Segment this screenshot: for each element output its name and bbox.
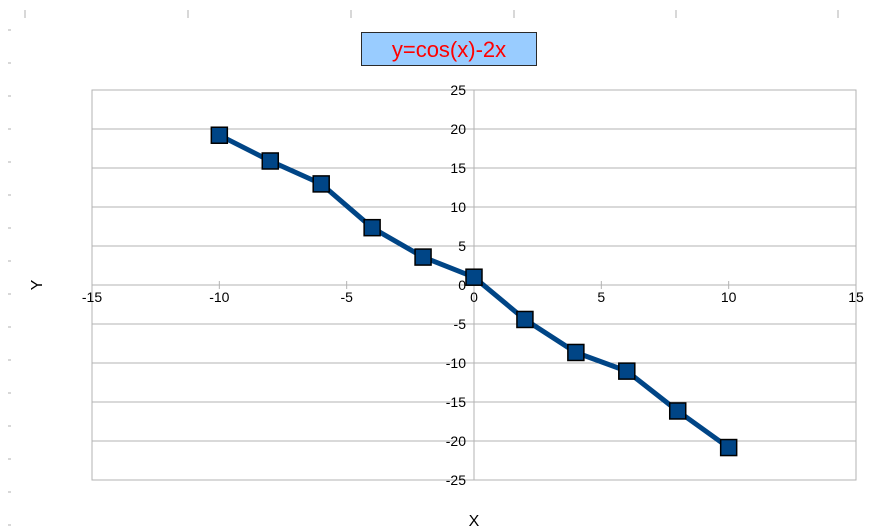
x-tick-label: 0 bbox=[470, 289, 478, 305]
y-tick-label: 5 bbox=[458, 238, 466, 254]
y-tick-label: -5 bbox=[454, 316, 467, 332]
data-point bbox=[618, 362, 636, 380]
data-point bbox=[414, 248, 432, 266]
y-tick-label: -15 bbox=[446, 394, 466, 410]
data-point bbox=[210, 126, 229, 144]
y-tick-label: -25 bbox=[446, 472, 466, 488]
x-tick-label: -15 bbox=[82, 289, 102, 305]
x-tick-label: 15 bbox=[848, 289, 864, 305]
data-point bbox=[363, 218, 381, 237]
series bbox=[210, 126, 738, 457]
y-tick-label: 25 bbox=[450, 82, 466, 98]
top-ruler bbox=[24, 10, 839, 18]
data-point bbox=[567, 343, 585, 362]
y-tick-label: 10 bbox=[450, 199, 466, 215]
x-tick-labels: -15 -10 -5 0 5 10 15 bbox=[82, 289, 864, 305]
y-tick-label: 0 bbox=[458, 277, 466, 293]
y-tick-label: -20 bbox=[446, 433, 466, 449]
y-tick-label: 20 bbox=[450, 121, 466, 137]
y-tick-label: 15 bbox=[450, 160, 466, 176]
chart-title: y=cos(x)-2x bbox=[361, 32, 537, 66]
x-tick-label: 5 bbox=[597, 289, 605, 305]
data-point bbox=[719, 438, 738, 457]
y-tick-label: -10 bbox=[446, 355, 466, 371]
data-point bbox=[312, 175, 330, 193]
data-point bbox=[668, 402, 687, 420]
x-tick-label: -5 bbox=[340, 289, 353, 305]
x-axis-title: X bbox=[469, 513, 480, 530]
x-tick-label: 10 bbox=[721, 289, 737, 305]
data-point bbox=[261, 152, 280, 170]
data-point bbox=[465, 268, 483, 286]
y-axis-title: Y bbox=[29, 279, 46, 290]
data-point bbox=[516, 310, 534, 329]
x-tick-label: -10 bbox=[209, 289, 229, 305]
left-ruler bbox=[8, 29, 11, 526]
y-tick-labels: 25 20 15 10 5 0 -5 -10 -15 -20 -25 bbox=[446, 82, 466, 488]
